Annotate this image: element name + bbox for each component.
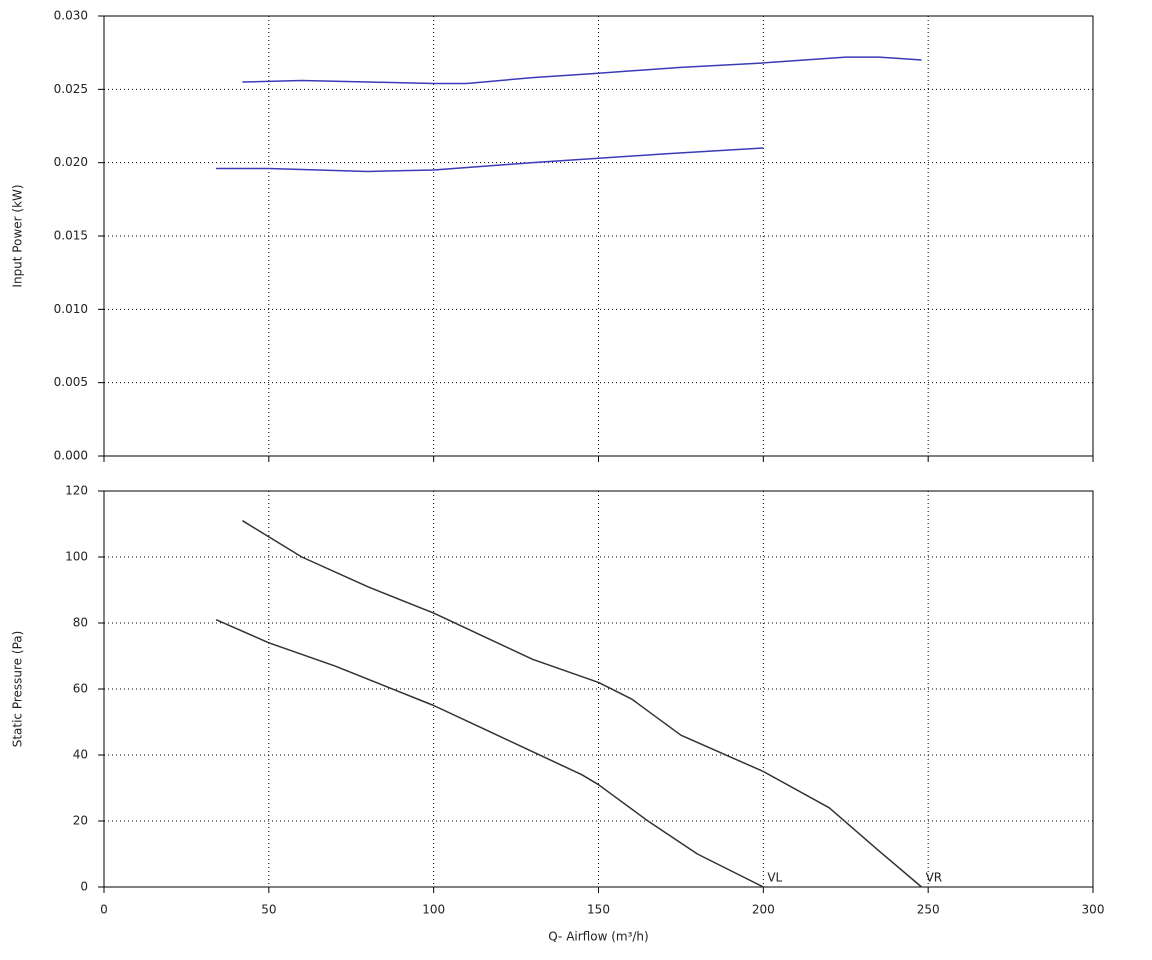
y-tick-label: 40 [73, 748, 88, 762]
y-tick-label: 0.030 [54, 9, 88, 23]
y-tick-label: 120 [65, 484, 88, 498]
y-tick-label: 0.005 [54, 375, 88, 389]
y-tick-label: 0.015 [54, 229, 88, 243]
line-series [242, 520, 923, 888]
annotation: VL [767, 871, 782, 885]
y-tick-label: 100 [65, 550, 88, 564]
x-tick-label: 150 [587, 903, 610, 917]
y-tick-label: 0 [80, 880, 88, 894]
y-tick-label: 0.010 [54, 302, 88, 316]
line-series [242, 56, 922, 85]
x-tick-label: 50 [261, 903, 276, 917]
y-tick-label: 0.020 [54, 155, 88, 169]
plot-border [103, 490, 1094, 888]
x-tick-label: 250 [917, 903, 940, 917]
x-tick-label: 100 [422, 903, 445, 917]
x-tick-label: 200 [752, 903, 775, 917]
y-tick-label: 0.000 [54, 449, 88, 463]
y-tick-label: 60 [73, 682, 88, 696]
y-axis-label: Static Pressure (Pa) [11, 631, 25, 748]
x-tick-label: 0 [100, 903, 108, 917]
line-series [215, 619, 764, 888]
line-series [216, 147, 764, 173]
plot-border [103, 15, 1094, 457]
y-tick-label: 0.025 [54, 82, 88, 96]
y-axis-label: Input Power (kW) [11, 184, 25, 287]
y-tick-label: 20 [73, 814, 88, 828]
annotation: VR [926, 871, 943, 885]
x-axis-label: Q- Airflow (m³/h) [548, 930, 648, 944]
x-tick-label: 300 [1082, 903, 1105, 917]
y-tick-label: 80 [73, 616, 88, 630]
